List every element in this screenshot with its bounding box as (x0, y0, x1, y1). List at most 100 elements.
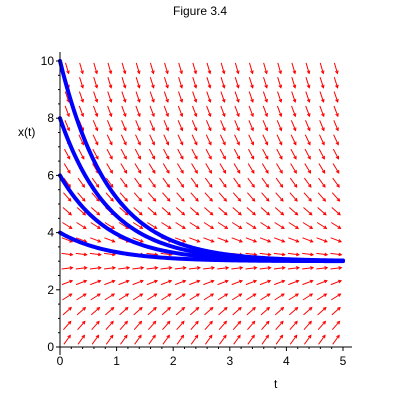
field-segment (317, 321, 326, 331)
field-segment (232, 307, 242, 316)
field-segment (118, 267, 130, 270)
field-segment (233, 148, 240, 160)
field-arrowhead (320, 70, 325, 75)
field-segment (90, 307, 100, 316)
field-arrowhead (308, 320, 312, 325)
field-arrowhead (253, 266, 258, 270)
field-arrowhead (236, 127, 240, 132)
field-arrowhead (67, 334, 71, 339)
field-arrowhead (223, 306, 228, 311)
field-segment (318, 148, 325, 160)
field-segment (248, 120, 254, 131)
field-arrowhead (123, 334, 128, 339)
field-segment (276, 148, 283, 160)
field-segment (160, 252, 172, 256)
field-arrowhead (322, 320, 327, 325)
field-arrowhead (321, 127, 325, 132)
field-arrowhead (238, 225, 243, 229)
field-arrowhead (95, 155, 99, 160)
field-arrowhead (323, 279, 328, 284)
field-segment (287, 267, 299, 270)
field-arrowhead (139, 239, 144, 243)
field-segment (93, 77, 98, 88)
field-arrowhead (295, 252, 300, 257)
field-segment (133, 321, 142, 331)
field-arrowhead (224, 279, 229, 284)
field-arrowhead (195, 320, 199, 325)
field-arrowhead (152, 320, 157, 325)
field-arrowhead (81, 197, 86, 202)
field-segment (288, 280, 299, 286)
field-segment (133, 207, 143, 216)
field-segment (134, 163, 142, 174)
field-arrowhead (137, 155, 141, 160)
field-segment (231, 280, 243, 286)
field-segment (78, 105, 84, 117)
field-arrowhead (321, 141, 325, 146)
field-segment (302, 222, 313, 229)
field-arrowhead (194, 334, 199, 339)
field-arrowhead (82, 211, 87, 216)
field-segment (316, 280, 328, 286)
field-arrowhead (293, 155, 297, 160)
field-arrowhead (195, 197, 199, 202)
field-arrowhead (137, 127, 141, 132)
field-segment (219, 335, 227, 345)
field-arrowhead (267, 239, 272, 243)
field-segment (231, 222, 242, 229)
field-segment (317, 207, 327, 216)
field-arrowhead (310, 252, 315, 257)
field-segment (119, 207, 129, 216)
field-segment (105, 192, 114, 202)
field-arrowhead (167, 293, 172, 297)
field-segment (189, 237, 200, 243)
field-arrowhead (152, 197, 157, 202)
field-arrowhead (193, 113, 198, 118)
field-segment (107, 105, 112, 117)
field-segment (274, 207, 284, 216)
field-arrowhead (111, 293, 116, 297)
field-arrowhead (307, 334, 312, 339)
field-arrowhead (94, 141, 99, 146)
field-arrowhead (123, 113, 127, 118)
field-arrowhead (68, 293, 73, 297)
field-segment (305, 91, 310, 103)
field-arrowhead (295, 266, 300, 270)
field-segment (190, 177, 199, 188)
field-arrowhead (153, 211, 157, 216)
field-arrowhead (124, 320, 128, 325)
field-segment (246, 207, 256, 216)
field-arrowhead (292, 113, 297, 118)
field-arrowhead (151, 127, 155, 132)
field-arrowhead (322, 334, 326, 339)
field-arrowhead (180, 169, 184, 174)
field-segment (104, 293, 115, 301)
field-arrowhead (280, 211, 285, 216)
field-segment (190, 335, 199, 345)
field-arrowhead (193, 70, 198, 75)
field-segment (190, 321, 199, 331)
field-segment (62, 293, 72, 301)
field-arrowhead (294, 197, 298, 202)
field-arrowhead (196, 225, 200, 229)
field-arrowhead (68, 306, 72, 311)
field-segment (260, 207, 270, 216)
field-arrowhead (179, 141, 184, 146)
field-segment (176, 192, 185, 202)
field-arrowhead (324, 266, 329, 270)
field-segment (79, 62, 84, 74)
field-segment (275, 177, 283, 188)
field-arrowhead (151, 169, 156, 174)
y-axis-label: x(t) (18, 125, 35, 139)
field-arrowhead (82, 225, 87, 229)
field-arrowhead (294, 211, 299, 216)
field-arrowhead (94, 98, 99, 103)
field-arrowhead (279, 334, 284, 339)
field-arrowhead (250, 141, 255, 146)
field-arrowhead (137, 98, 141, 103)
field-arrowhead (237, 211, 242, 216)
field-arrowhead (250, 127, 254, 132)
field-segment (219, 134, 226, 145)
field-arrowhead (221, 84, 226, 89)
